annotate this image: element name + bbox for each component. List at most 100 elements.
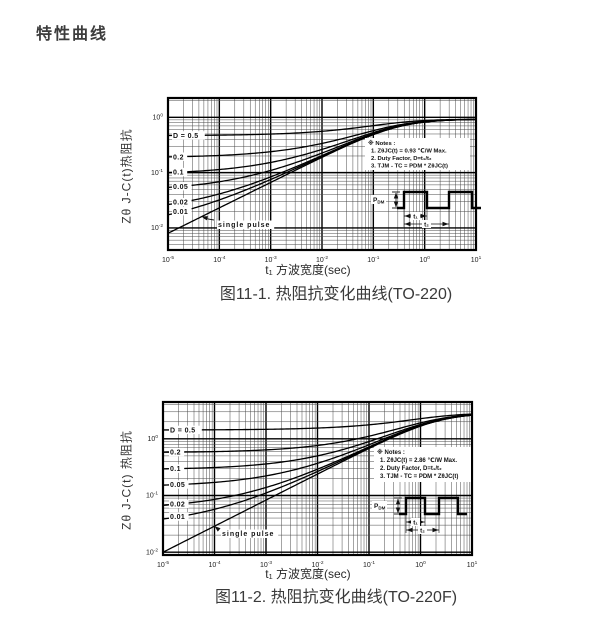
x-tick-label: 100	[419, 255, 430, 264]
time-span-label: t₁	[413, 519, 418, 526]
thermal-impedance-chart-to220: D = 0.5 0.2 0.1 0.05 0.02 0.01 single pulse ※ N…	[151, 96, 482, 264]
arrowhead	[404, 221, 411, 227]
duty-cycle-label: 0.01	[170, 514, 185, 521]
label-bg	[411, 212, 420, 220]
label-bg	[169, 425, 202, 435]
plot-border	[166, 96, 478, 252]
arrowhead	[404, 213, 411, 219]
y-tick-label: 100	[153, 113, 164, 122]
note-line: 2. Duty Factor, D=t₁/t₂	[371, 156, 432, 162]
time-span-label: t₂	[424, 221, 429, 228]
log-grid	[167, 98, 477, 251]
duty-cycle-label: 0.01	[173, 209, 188, 216]
impedance-curves	[162, 413, 473, 553]
x-tick-label: 10-5	[162, 255, 174, 264]
x-axis-title: t₁ 方波宽度(sec)	[265, 567, 351, 581]
note-line: ※ Notes :	[368, 140, 395, 147]
x-tick-label: 10-1	[367, 255, 379, 264]
single-pulse-label: single pulse	[218, 222, 270, 229]
y-tick-label: 10-2	[146, 547, 158, 556]
arrowhead	[393, 192, 399, 199]
duty-cycle-label: 0.05	[173, 184, 188, 191]
pdm-label: PDM	[373, 197, 385, 205]
pulse-train	[399, 496, 467, 516]
figure-caption: 图11-1. 热阻抗变化曲线(TO-220)	[219, 286, 453, 303]
x-tick-label: 10-2	[311, 560, 323, 569]
tick-labels: 10-5 10-4 10-3 10-2 10-1 100 101 100 10-1 10-2	[146, 434, 478, 569]
x-tick-label: 101	[471, 255, 482, 264]
label-bg	[217, 220, 275, 229]
curve-single-pulse	[167, 118, 477, 234]
pulse-waveform-icon: PDM t₁ t₂	[371, 190, 481, 228]
x-tick-label: 10-1	[363, 560, 375, 569]
curve-labels: D = 0.5 0.2 0.1 0.05 0.02 0.01	[172, 131, 205, 216]
notes-bg	[365, 138, 470, 170]
page-title: 特性曲线	[36, 24, 109, 43]
note-line: 1. ZθJC(t) = 2.86 ℃/W Max.	[380, 457, 457, 464]
label-bg	[422, 220, 431, 228]
label-bg	[371, 195, 386, 204]
x-axis-title: t₁ 方波宽度(sec)	[265, 263, 351, 277]
label-bg	[221, 529, 279, 538]
label-bg	[172, 181, 192, 191]
y-tick-label: 10-2	[151, 223, 163, 232]
label-bg	[169, 499, 189, 509]
label-bg	[172, 207, 192, 216]
duty-cycle-label: 0.02	[173, 200, 188, 207]
time-span-label: t₁	[413, 213, 418, 220]
impedance-curves	[167, 118, 477, 234]
label-bg	[372, 501, 387, 510]
curve-single-pulse	[162, 414, 473, 553]
label-bg	[169, 447, 185, 457]
arrowhead	[395, 498, 401, 505]
x-tick-label: 101	[467, 560, 478, 569]
duty-cycle-label: 0.1	[170, 466, 181, 473]
pdm-label: PDM	[374, 503, 386, 511]
curve-D-0.5	[162, 413, 473, 431]
label-bg	[418, 526, 427, 534]
curve-0.1	[162, 414, 473, 470]
single-pulse-annotation: single pulse	[214, 526, 279, 538]
duty-cycle-label: 0.2	[170, 450, 181, 457]
time-span-label: t₂	[420, 527, 425, 534]
single-pulse-annotation: single pulse	[201, 216, 275, 229]
x-tick-label: 10-4	[208, 560, 220, 569]
notes-box: ※ Notes :1. ZθJC(t) = 2.86 ℃/W Max. 2. Du…	[374, 447, 471, 482]
label-bg	[172, 152, 188, 161]
notes-box: ※ Notes :1. ZθJC(t) = 0.93 ℃/W Max.2. Du…	[365, 138, 470, 170]
label-bg	[172, 197, 192, 207]
arrowhead	[406, 527, 413, 533]
duty-cycle-label: D = 0.5	[170, 427, 196, 434]
arrowhead	[214, 526, 221, 532]
single-pulse-label: single pulse	[222, 531, 274, 538]
duty-cycle-label: 0.2	[173, 154, 184, 161]
label-bg	[169, 464, 185, 473]
arrowhead	[420, 213, 427, 219]
curve-0.2	[162, 414, 473, 453]
note-line: 3. TJM - TC = PDM * ZθJC(t)	[371, 164, 448, 170]
y-tick-label: 10-1	[151, 168, 163, 177]
duty-cycle-label: 0.05	[170, 482, 185, 489]
x-tick-label: 10-3	[260, 560, 272, 569]
duty-cycle-label: 0.02	[170, 502, 185, 509]
pulse-train	[397, 190, 481, 210]
label-bg	[169, 480, 189, 489]
note-line: 3. TJM - TC = PDM * ZθJC(t)	[380, 474, 458, 480]
tick-labels: 10-5 10-4 10-3 10-2 10-1 100 101 100 10-1 10-2	[151, 113, 482, 264]
x-tick-label: 10-4	[213, 255, 225, 264]
note-line: ※ Notes :	[377, 449, 405, 456]
arrowhead	[432, 527, 439, 533]
x-tick-label: 10-5	[157, 560, 169, 569]
arrowhead	[393, 201, 399, 208]
note-line: 2. Duty Factor, D=t₁/t₂	[380, 466, 442, 472]
curve-D-0.5	[167, 118, 477, 137]
y-tick-label: 100	[148, 434, 159, 443]
x-tick-label: 10-3	[265, 255, 277, 264]
x-tick-label: 10-2	[316, 255, 328, 264]
arrowhead	[395, 507, 401, 514]
label-bg	[169, 512, 189, 521]
arrowhead	[201, 216, 208, 221]
figure-caption: 图11-2. 热阻抗变化曲线(TO-220F)	[214, 589, 458, 606]
